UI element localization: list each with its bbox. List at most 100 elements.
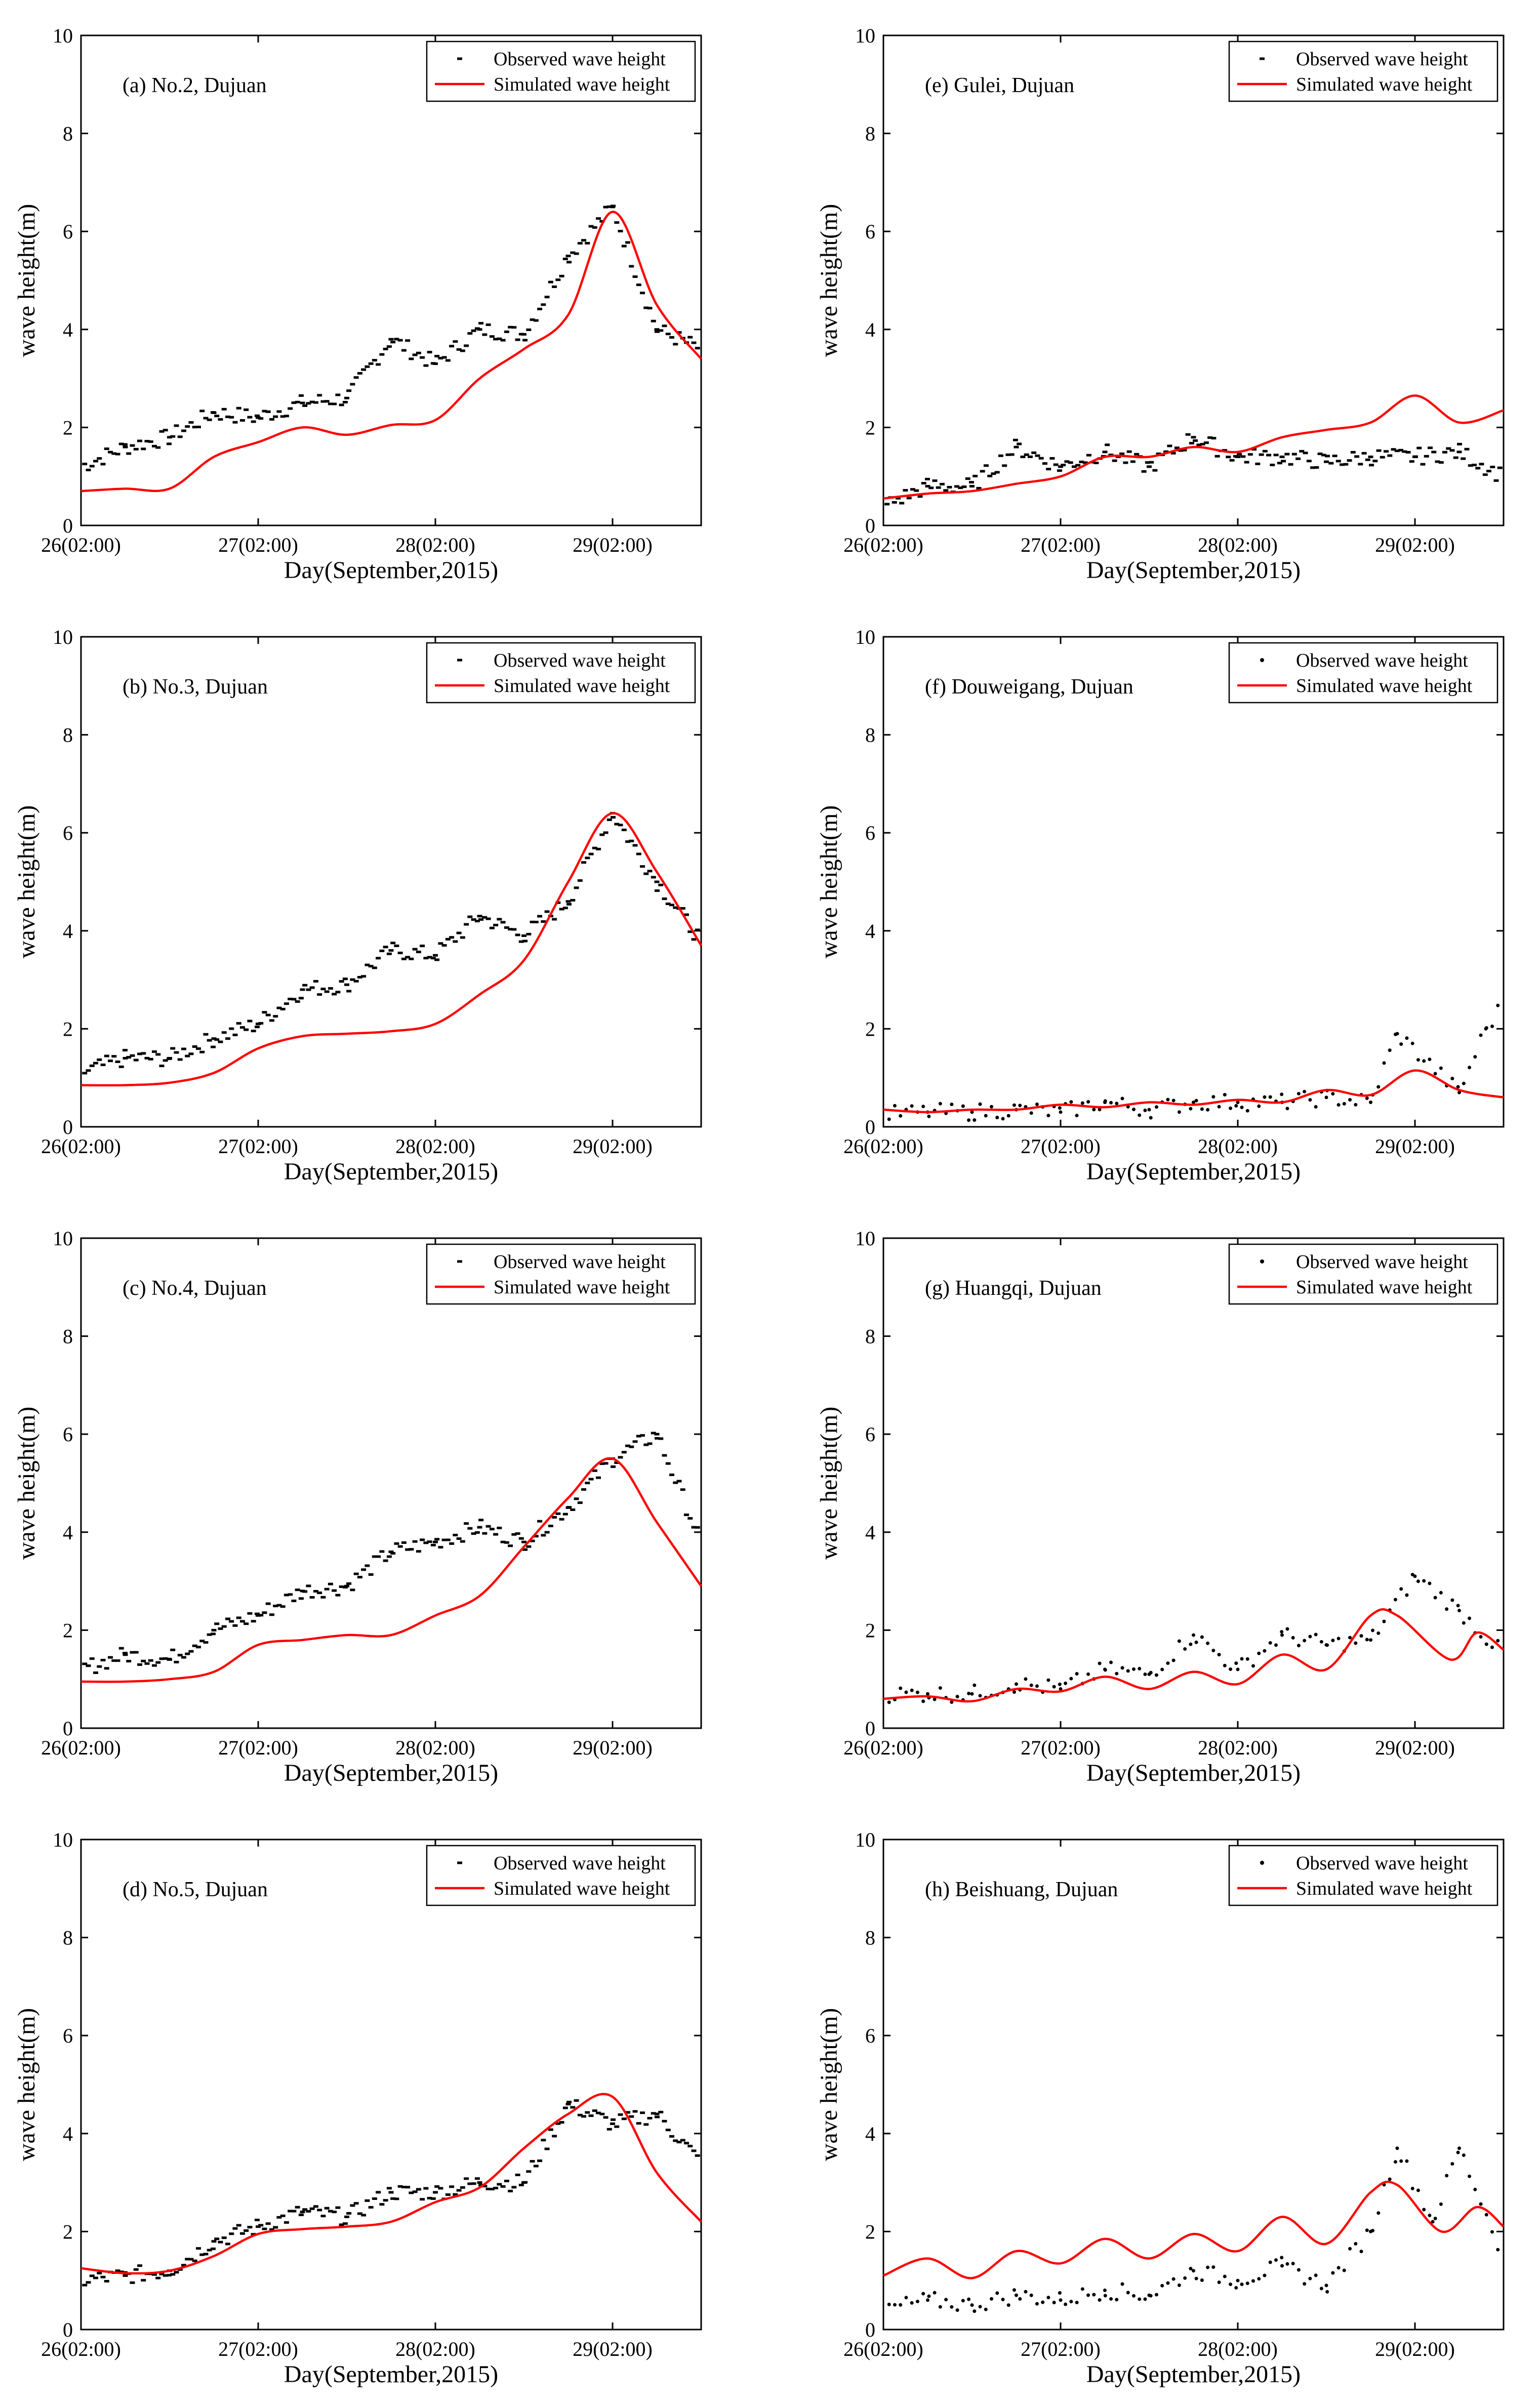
y-tick-label: 8	[865, 123, 875, 145]
legend-frame	[1228, 1243, 1498, 1305]
observed-point	[1382, 1619, 1386, 1623]
observed-point	[1324, 2283, 1328, 2288]
observed-point	[893, 1104, 897, 1108]
legend: Observed wave height Simulated wave heigh…	[426, 1243, 696, 1305]
observed-point	[1296, 1092, 1301, 1096]
observed-point	[1206, 2265, 1210, 2269]
y-axis-label: wave height(m)	[13, 204, 40, 357]
observed-point	[972, 1683, 977, 1687]
observed-point	[1274, 2258, 1278, 2262]
observed-point	[1098, 1108, 1102, 1112]
observed-point	[967, 1118, 971, 1122]
observed-point	[1058, 2291, 1062, 2295]
observed-point	[1103, 2289, 1107, 2293]
observed-series	[82, 2099, 700, 2287]
observed-point	[1177, 1110, 1181, 1114]
observed-point	[1365, 1638, 1369, 1642]
observed-point	[1217, 1105, 1221, 1109]
observed-point	[1484, 1027, 1488, 1031]
observed-point	[1457, 1609, 1461, 1613]
observed-point	[1126, 1669, 1130, 1673]
observed-point	[1393, 2160, 1397, 2164]
observed-point	[990, 1105, 994, 1109]
legend-observed-label: Observed wave height	[1296, 1251, 1468, 1273]
observed-point	[1143, 1672, 1147, 1676]
observed-point	[1479, 1033, 1483, 1037]
observed-point	[1416, 1579, 1420, 1583]
observed-point	[1450, 1077, 1454, 1081]
panel-title: (d) No.5, Dujuan	[123, 1878, 268, 1901]
panel-h: 0 2 4 6 8 10 26(02:00) 27(02:00) 28(02:00) 29(02:…	[816, 1828, 1505, 2388]
observed-point	[1154, 2293, 1158, 2297]
observed-point	[933, 2291, 937, 2295]
legend: Observed wave height Simulated wave heigh…	[426, 1845, 696, 1906]
panel-e: 0 2 4 6 8 10 26(02:00) 27(02:00) 28(02:00) 29(02:…	[816, 24, 1505, 584]
legend-observed-marker	[1260, 1861, 1264, 1865]
observed-point	[927, 2294, 931, 2298]
simulated-series-line	[883, 1608, 1505, 1703]
observed-point	[887, 1700, 891, 1704]
y-tick-label: 8	[63, 1927, 73, 1949]
observed-point	[1280, 2264, 1284, 2268]
x-axis-label: Day(September,2015)	[1086, 2361, 1301, 2388]
observed-point	[1177, 2283, 1181, 2288]
observed-point	[1405, 1036, 1409, 1040]
observed-point	[938, 2305, 942, 2309]
observed-point	[1450, 2162, 1454, 2166]
observed-point	[1223, 2274, 1227, 2278]
observed-point	[899, 1114, 903, 1118]
observed-point	[984, 2307, 988, 2311]
observed-point	[1479, 2202, 1483, 2206]
observed-point	[1069, 1100, 1073, 1104]
observed-point	[1006, 2303, 1010, 2307]
observed-point	[1393, 1598, 1397, 1602]
observed-point	[1086, 1100, 1090, 1104]
observed-point	[1268, 1641, 1272, 1645]
observed-point	[1439, 1590, 1443, 1595]
observed-point	[1456, 2150, 1460, 2154]
observed-point	[1075, 1114, 1079, 1118]
observed-point	[1331, 1639, 1335, 1643]
x-tick-label: 26(02:00)	[41, 2338, 121, 2360]
y-tick-label: 10	[53, 1227, 73, 1250]
legend-observed-label: Observed wave height	[1296, 49, 1468, 70]
y-tick-label: 4	[63, 920, 73, 943]
observed-point	[927, 1114, 931, 1118]
observed-point	[1098, 2298, 1102, 2302]
observed-point	[1029, 2293, 1033, 2297]
observed-point	[1234, 2285, 1238, 2290]
y-tick-label: 2	[63, 2220, 73, 2243]
observed-point	[1206, 1108, 1210, 1112]
observed-point	[972, 2309, 977, 2313]
observed-point	[1296, 1644, 1301, 1648]
observed-point	[1234, 1104, 1238, 1108]
y-tick-label: 8	[865, 724, 875, 747]
x-tick-label: 28(02:00)	[395, 1736, 475, 1759]
x-tick-label: 29(02:00)	[573, 1135, 653, 1158]
y-tick-label: 4	[865, 1521, 875, 1544]
observed-point	[1348, 1098, 1352, 1102]
observed-point	[990, 2297, 994, 2301]
plot-area-frame	[882, 1839, 1505, 2331]
observed-point	[1382, 1061, 1386, 1065]
observed-point	[1240, 1657, 1244, 1661]
observed-point	[1303, 1089, 1307, 1093]
legend-simulated-label: Simulated wave height	[1296, 1878, 1473, 1899]
observed-point	[970, 1692, 974, 1696]
observed-point	[967, 2297, 971, 2301]
observed-series	[887, 1573, 1500, 1704]
x-axis-label: Day(September,2015)	[284, 1158, 498, 1185]
observed-point	[1131, 2294, 1136, 2298]
observed-point	[1416, 2188, 1420, 2192]
observed-point	[944, 2298, 948, 2302]
observed-point	[1354, 1103, 1358, 1107]
observed-point	[1376, 2211, 1381, 2215]
y-tick-label: 6	[63, 220, 73, 243]
observed-point	[1018, 1104, 1022, 1108]
observed-point	[1479, 1635, 1483, 1639]
observed-point	[1092, 1108, 1096, 1112]
panel-a: 0 2 4 6 8 10 26(02:00) 27(02:00) 28(02:00) 29(02:…	[13, 24, 702, 584]
x-tick-label: 27(02:00)	[218, 2338, 298, 2360]
x-tick-label: 27(02:00)	[218, 534, 298, 556]
